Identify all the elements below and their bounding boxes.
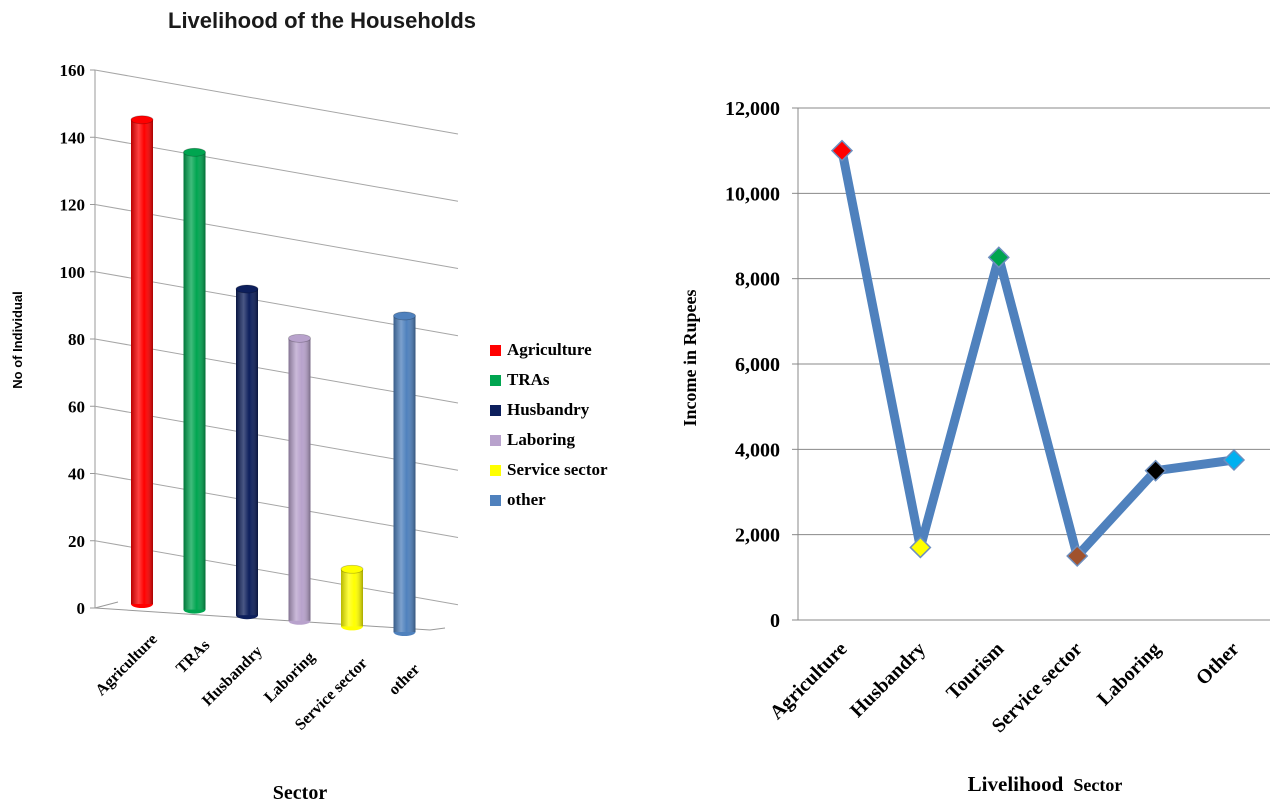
bar-service-sector (340, 564, 364, 631)
bar-legend-swatch (490, 495, 501, 506)
bar-y-tick-label: 40 (68, 465, 85, 484)
bar-shading (341, 569, 363, 627)
line-x-tick-label: Husbandry (846, 638, 930, 722)
line-chart: 0 2,000 4,000 6,000 8,000 10,000 12,000 Income… (680, 98, 1270, 796)
bar-legend-label: Laboring (507, 430, 576, 449)
bar-gridline (94, 136, 459, 202)
bar-y-tick-label: 120 (60, 196, 86, 215)
bar-gridline (94, 69, 459, 135)
bar-top (288, 333, 311, 343)
bar-y-tick-label: 20 (68, 532, 85, 551)
line-marker (1222, 448, 1246, 472)
line-y-tick-label: 12,000 (725, 98, 780, 120)
bar-y-tick-label: 160 (60, 61, 86, 80)
line-marker (1144, 459, 1167, 482)
line-chart-x-axis-label-rest: Sector (1073, 775, 1122, 795)
line-x-tick-label: Laboring (1093, 638, 1165, 710)
line-chart-series-line (837, 146, 1239, 561)
bar-y-tick-label: 80 (68, 330, 85, 349)
line-marker (830, 139, 854, 162)
bar-shading (236, 289, 258, 616)
bar-legend-swatch (490, 405, 501, 416)
line-chart-gridlines (798, 107, 1270, 621)
line-marker (987, 246, 1010, 269)
bar-chart-x-ticks: Agriculture TRAsHusbandryLaboringService … (92, 631, 423, 734)
bar-tras (183, 147, 206, 614)
line-chart-y-ticks: 0 2,000 4,000 6,000 8,000 10,000 12,000 (725, 98, 798, 632)
line-chart-y-axis-label: Income in Rupees (680, 289, 700, 426)
line-y-tick-label: 4,000 (735, 439, 780, 461)
bar-chart-legend: Agriculture TRAs Husbandry Laboring Service … (490, 340, 608, 509)
bar-chart-y-ticks: 0 20 40 60 80 100 120 140 160 (60, 61, 95, 618)
bar-y-tick-label: 140 (60, 128, 86, 147)
line-y-tick-label: 6,000 (735, 354, 780, 376)
bar-legend-label: Agriculture (507, 340, 592, 359)
bar-chart-gridlines (94, 69, 459, 606)
bar-legend-swatch (490, 375, 501, 386)
line-y-tick-label: 0 (770, 610, 780, 632)
bar-shading (183, 152, 206, 610)
bar-agriculture (130, 115, 154, 608)
bar-y-tick-label: 0 (77, 599, 86, 618)
bar-top (183, 147, 206, 157)
bar-x-tick-label: Laboring (261, 649, 318, 706)
bar-legend-label: other (507, 490, 546, 509)
bar-x-tick-label: other (386, 661, 424, 699)
bar-other (393, 311, 416, 636)
bar-shading (393, 315, 416, 632)
bar-chart-bars (130, 115, 416, 636)
line-y-tick-label: 8,000 (735, 269, 780, 291)
bar-legend-label: TRAs (507, 370, 550, 389)
bar-laboring (288, 333, 311, 625)
bar-legend-label: Service sector (507, 460, 608, 479)
line-marker (909, 536, 932, 559)
bar-chart-title: Livelihood of the Households (168, 8, 476, 33)
line-y-tick-label: 2,000 (735, 525, 780, 547)
line-marker (1066, 544, 1089, 568)
bar-legend-label: Husbandry (507, 400, 590, 419)
bar-top (130, 115, 154, 125)
bar-legend-swatch (490, 435, 501, 446)
bar-y-tick-label: 60 (68, 397, 85, 416)
line-chart-markers (830, 139, 1246, 568)
bar-chart-x-axis-label: Sector (273, 782, 328, 804)
line-x-tick-label: Other (1192, 638, 1244, 690)
line-y-tick-label: 10,000 (725, 183, 780, 205)
line-chart-x-axis-label-main: Livelihood (968, 772, 1064, 796)
bar-chart-y-axis-label: No of Individual (10, 291, 25, 389)
bar-legend-swatch (490, 465, 501, 476)
line-chart-x-axis-label: Livelihood Sector (968, 772, 1123, 796)
bar-top (340, 564, 364, 574)
bar-husbandry (235, 284, 259, 620)
line-x-tick-label: Tourism (942, 638, 1008, 704)
bar-y-tick-label: 100 (60, 263, 86, 282)
bar-shading (131, 119, 153, 605)
bar-x-tick-label: TRAs (173, 637, 213, 677)
bar-legend-swatch (490, 345, 501, 356)
line-x-tick-label: Agriculture (766, 638, 852, 724)
bar-shading (288, 338, 311, 621)
bar-x-tick-label: Agriculture (92, 631, 160, 699)
bar-top (235, 284, 259, 294)
bar-gridline (94, 204, 459, 269)
bar-chart: Livelihood of the Households 0 20 40 60 80 10… (10, 8, 608, 804)
bar-top (393, 311, 416, 321)
